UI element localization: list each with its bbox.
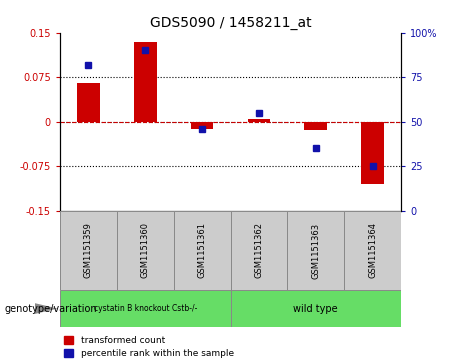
Text: GSM1151361: GSM1151361 xyxy=(198,223,207,278)
Text: GSM1151363: GSM1151363 xyxy=(311,223,320,278)
Text: genotype/variation: genotype/variation xyxy=(5,303,97,314)
Bar xyxy=(344,211,401,290)
Text: GSM1151362: GSM1151362 xyxy=(254,223,263,278)
Text: cystatin B knockout Cstb-/-: cystatin B knockout Cstb-/- xyxy=(94,304,197,313)
Bar xyxy=(191,122,213,129)
Bar xyxy=(117,211,174,290)
Bar xyxy=(60,290,230,327)
Bar xyxy=(287,211,344,290)
Bar xyxy=(361,122,384,184)
Text: wild type: wild type xyxy=(294,303,338,314)
Text: GSM1151359: GSM1151359 xyxy=(84,223,93,278)
Legend: transformed count, percentile rank within the sample: transformed count, percentile rank withi… xyxy=(65,336,234,359)
Title: GDS5090 / 1458211_at: GDS5090 / 1458211_at xyxy=(150,16,311,30)
Bar xyxy=(134,42,157,122)
Polygon shape xyxy=(35,303,58,314)
Bar xyxy=(77,83,100,122)
Bar xyxy=(174,211,230,290)
Text: GSM1151360: GSM1151360 xyxy=(141,223,150,278)
Text: GSM1151364: GSM1151364 xyxy=(368,223,377,278)
Bar xyxy=(230,211,287,290)
Bar xyxy=(304,122,327,131)
Bar xyxy=(60,211,117,290)
Bar xyxy=(230,290,401,327)
Bar xyxy=(248,119,270,122)
